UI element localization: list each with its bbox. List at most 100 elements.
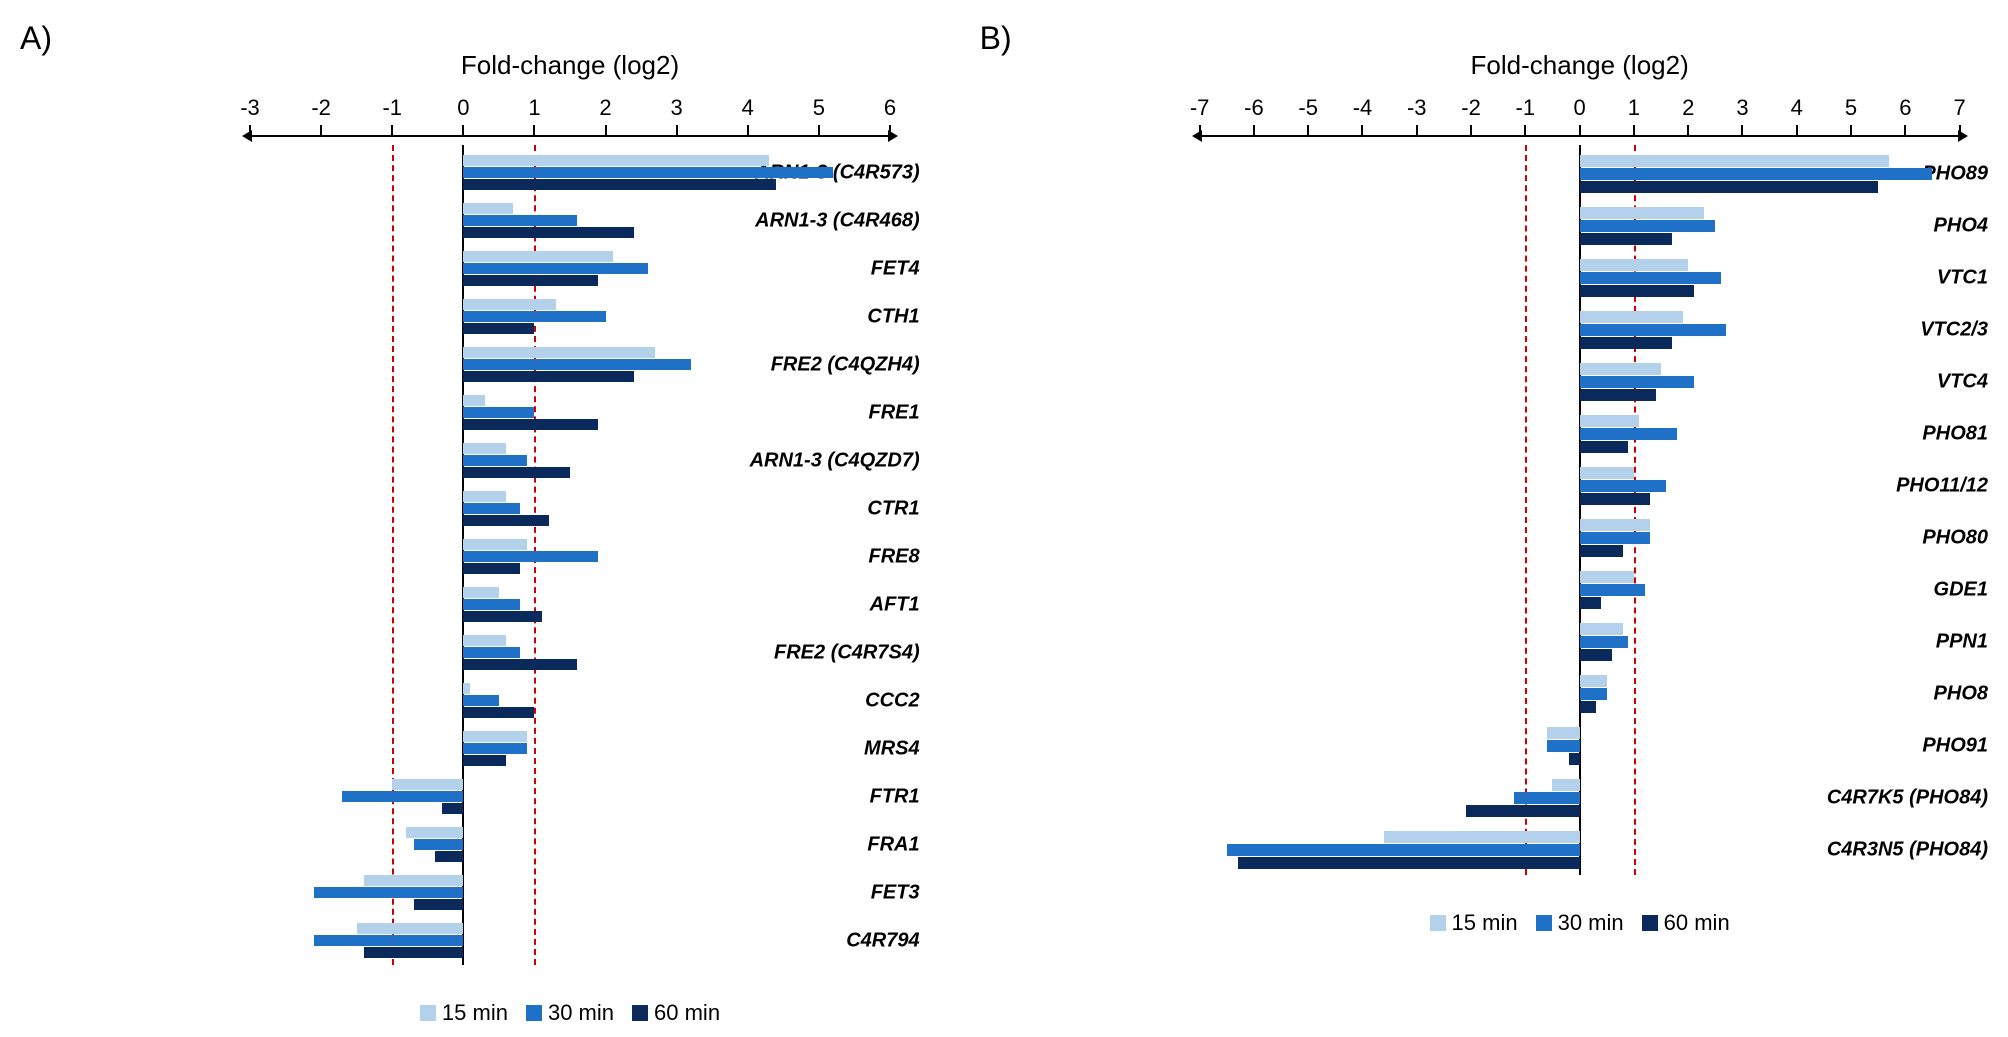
panel-b-category-label: PHO4 xyxy=(1782,215,1988,238)
panel-a-legend-swatch xyxy=(526,1005,542,1021)
panel-a-tick xyxy=(747,125,749,137)
panel-a-category-label: FET3 xyxy=(704,881,920,904)
panel-a-bar xyxy=(463,683,470,694)
panel-b-bar xyxy=(1580,532,1651,544)
panel-a: A)Fold-change (log2)-3-2-10123456ARN1-3 … xyxy=(20,20,920,990)
panel-b-category-label: GDE1 xyxy=(1782,579,1988,602)
panel-b-legend-label: 30 min xyxy=(1558,910,1624,936)
panel-b-category-label: C4R3N5 (PHO84) xyxy=(1782,839,1988,862)
panel-b-bar xyxy=(1580,415,1640,427)
panel-a-bar xyxy=(463,395,484,406)
panel-a-bar xyxy=(442,803,463,814)
panel-b-bar xyxy=(1580,493,1651,505)
panel-a-bar xyxy=(463,539,527,550)
panel-a-tick-label: -3 xyxy=(240,95,260,121)
panel-a-bar xyxy=(463,707,534,718)
panel-a-category-label: C4R794 xyxy=(704,929,920,952)
panel-a-category-label: CTH1 xyxy=(704,305,920,328)
panel-b-tick-label: -2 xyxy=(1461,95,1481,121)
panel-b-legend-item: 60 min xyxy=(1642,910,1730,936)
panel-b-bar xyxy=(1580,480,1667,492)
panel-b-bar xyxy=(1580,636,1629,648)
panel-a-legend-item: 15 min xyxy=(420,1000,508,1026)
panel-b-tick-label: 3 xyxy=(1736,95,1748,121)
panel-b-bar xyxy=(1384,831,1579,843)
panel-a-bar xyxy=(463,587,499,598)
panel-b-tick xyxy=(1687,125,1689,137)
panel-a-bar xyxy=(463,611,541,622)
panel-b-legend-label: 60 min xyxy=(1664,910,1730,936)
panel-a-x-axis xyxy=(250,135,890,137)
panel-a-category-label: FRE2 (C4QZH4) xyxy=(704,353,920,376)
panel-a-tick-label: 6 xyxy=(884,95,896,121)
panel-b-tick-label: 5 xyxy=(1845,95,1857,121)
panel-a-legend-label: 30 min xyxy=(548,1000,614,1026)
panel-b-tick-label: -3 xyxy=(1407,95,1427,121)
panel-b-tick-label: 0 xyxy=(1574,95,1586,121)
panel-a-bar xyxy=(463,455,527,466)
panel-b-bar xyxy=(1580,168,1933,180)
panel-a-tick xyxy=(533,125,535,137)
panel-b-tick xyxy=(1524,125,1526,137)
panel-b-legend-swatch xyxy=(1642,915,1658,931)
panel-b-legend: 15 min 30 min 60 min xyxy=(1200,910,1960,936)
panel-a-legend-label: 60 min xyxy=(654,1000,720,1026)
panel-b-bar xyxy=(1580,376,1694,388)
panel-b-tick xyxy=(1253,125,1255,137)
panel-b-legend-label: 15 min xyxy=(1452,910,1518,936)
panel-a-bar xyxy=(463,755,506,766)
panel-a-bar xyxy=(463,443,506,454)
panel-b-bar xyxy=(1580,207,1705,219)
panel-a-category-label: CCC2 xyxy=(704,689,920,712)
panel-a-category-label: ARN1-3 (C4QZD7) xyxy=(704,449,920,472)
panel-b-ref-line xyxy=(1525,145,1527,875)
panel-b-bar xyxy=(1580,519,1651,531)
panel-b-category-label: VTC4 xyxy=(1782,371,1988,394)
panel-b-bar xyxy=(1547,740,1580,752)
panel-b-category-label: PHO81 xyxy=(1782,423,1988,446)
panel-b-zero-line xyxy=(1579,145,1581,875)
figure-container: A)Fold-change (log2)-3-2-10123456ARN1-3 … xyxy=(20,20,1988,990)
panel-b-bar xyxy=(1580,285,1694,297)
panel-b-legend-item: 15 min xyxy=(1430,910,1518,936)
panel-a-tick-label: 0 xyxy=(457,95,469,121)
panel-b-bar xyxy=(1569,753,1580,765)
panel-b-tick xyxy=(1361,125,1363,137)
panel-a-bar xyxy=(314,887,463,898)
panel-a-category-label: FRE2 (C4R7S4) xyxy=(704,641,920,664)
panel-a-bar xyxy=(463,371,634,382)
panel-a-tick xyxy=(320,125,322,137)
panel-a-legend-label: 15 min xyxy=(442,1000,508,1026)
panel-a-legend-swatch xyxy=(632,1005,648,1021)
panel-a-bar xyxy=(463,491,506,502)
panel-a-bar xyxy=(463,203,513,214)
panel-a-category-label: ARN1-3 (C4R468) xyxy=(704,209,920,232)
panel-a-bar xyxy=(463,419,598,430)
panel-b-legend-swatch xyxy=(1536,915,1552,931)
panel-b-bar xyxy=(1580,649,1613,661)
panel-b-tick-label: 6 xyxy=(1899,95,1911,121)
panel-a-bar xyxy=(463,275,598,286)
panel-a-tick-label: 5 xyxy=(813,95,825,121)
panel-b-bar xyxy=(1547,727,1580,739)
panel-b-bar xyxy=(1580,337,1672,349)
panel-b-tick-label: 2 xyxy=(1682,95,1694,121)
panel-a-category-label: FRE1 xyxy=(704,401,920,424)
panel-a-bar xyxy=(463,299,555,310)
panel-b-bar xyxy=(1552,779,1579,791)
panel-a-bar xyxy=(414,899,464,910)
panel-b-bar xyxy=(1580,311,1683,323)
panel-b-bar xyxy=(1580,584,1645,596)
panel-b-bar xyxy=(1580,545,1623,557)
panel-b-label: B) xyxy=(980,20,1012,57)
panel-b: B)Fold-change (log2)-7-6-5-4-3-2-1012345… xyxy=(980,20,1988,900)
panel-a-bar xyxy=(463,599,520,610)
panel-b-legend-swatch xyxy=(1430,915,1446,931)
panel-b-legend-item: 30 min xyxy=(1536,910,1624,936)
panel-b-bar xyxy=(1580,181,1879,193)
panel-b-bar xyxy=(1466,805,1580,817)
panel-a-bar xyxy=(463,323,534,334)
panel-b-bar xyxy=(1580,272,1721,284)
panel-b-category-label: PHO11/12 xyxy=(1782,475,1988,498)
panel-b-bar xyxy=(1580,467,1634,479)
